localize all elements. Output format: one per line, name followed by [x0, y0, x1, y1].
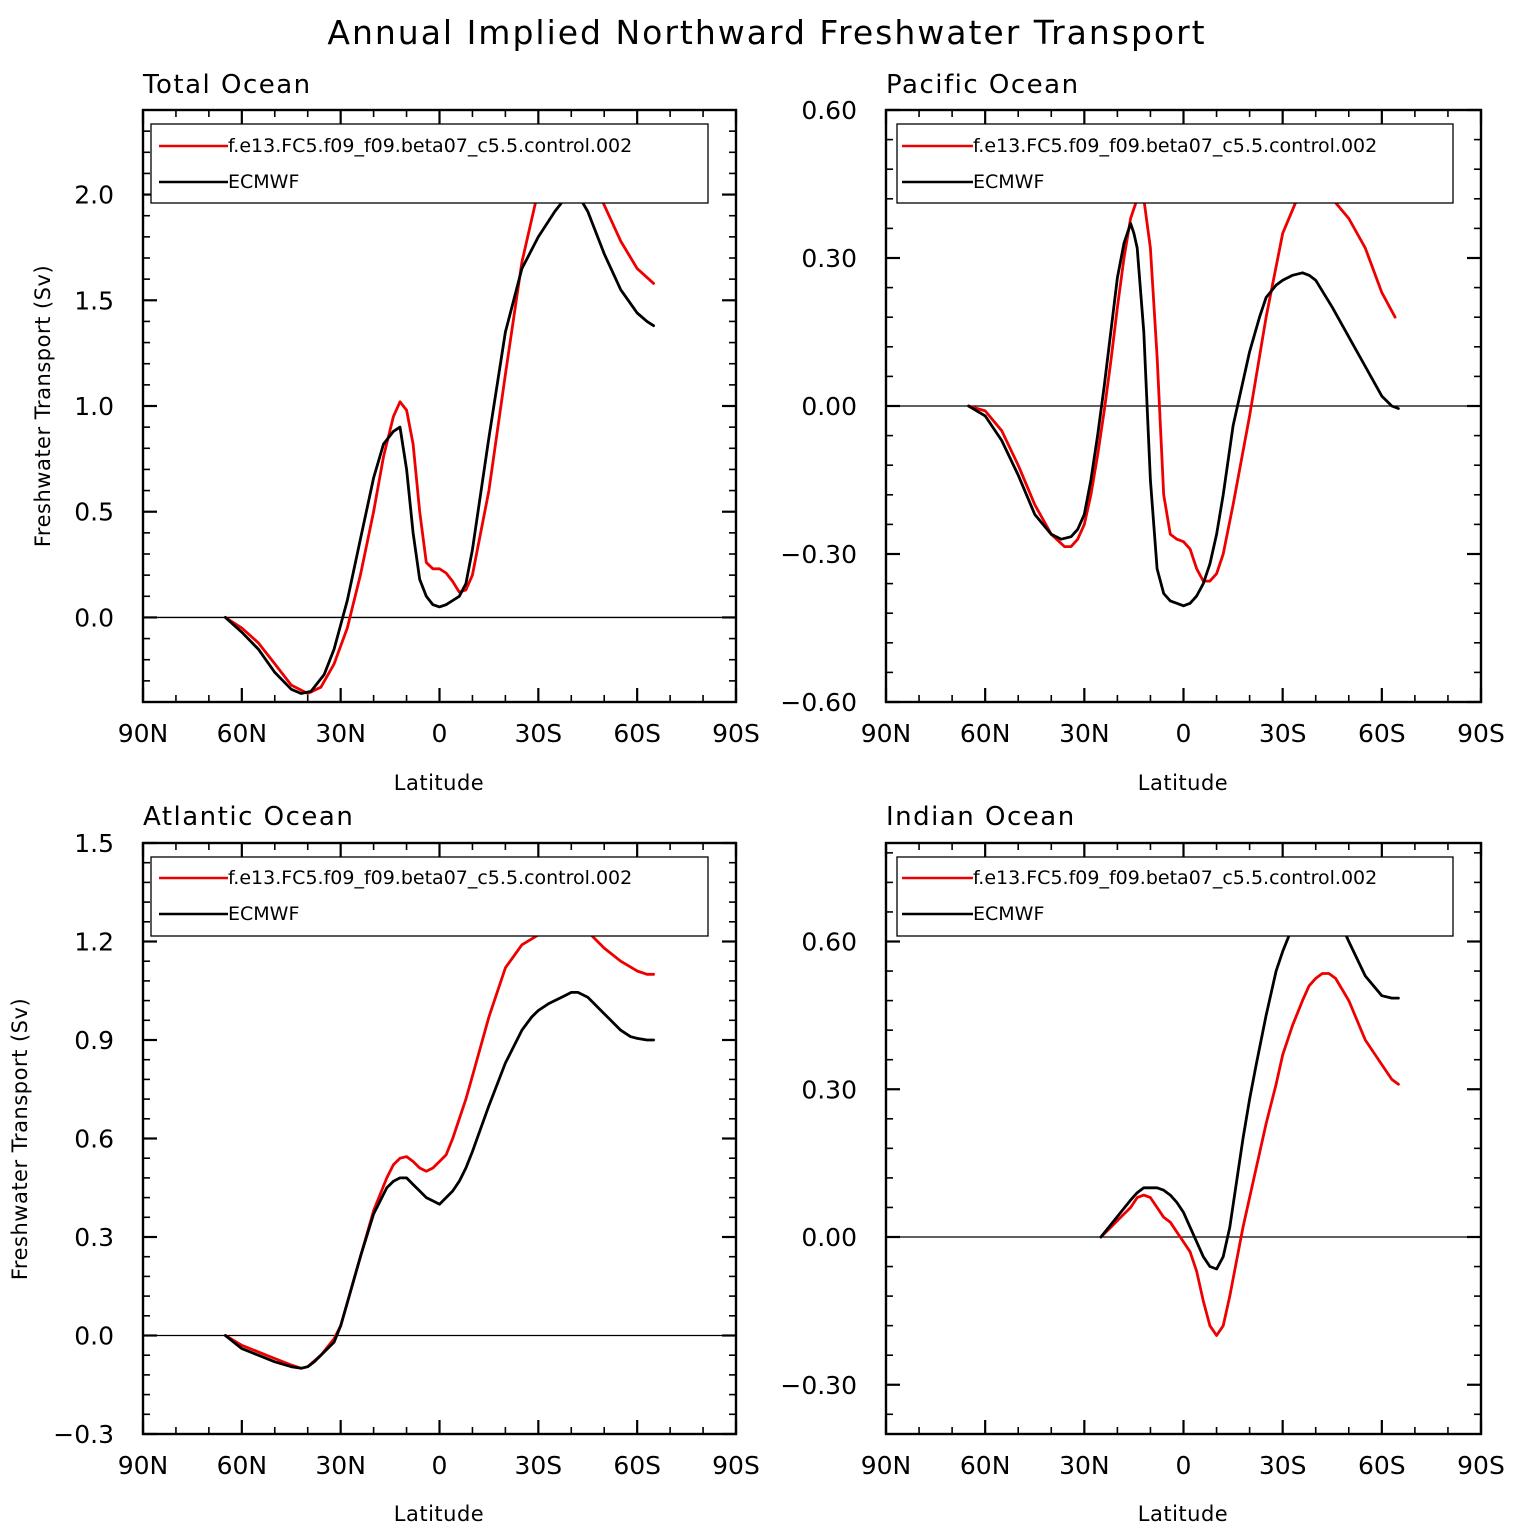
legend-box	[150, 123, 709, 204]
legend-label-obs: ECMWF	[228, 903, 299, 925]
y-tick-label: 1.5	[74, 829, 114, 858]
x-tick-label: 90N	[118, 719, 169, 748]
legend-label-model: f.e13.FC5.f09_f09.beta07_c5.5.control.00…	[228, 867, 632, 889]
y-tick-label: 0.0	[74, 603, 114, 632]
plot-frame	[884, 841, 1483, 1436]
y-tick-label: 1.2	[74, 928, 114, 957]
y-tick-label: 0.0	[74, 1322, 114, 1351]
y-tick-label: 1.5	[74, 286, 114, 315]
panel-title: Indian Ocean	[886, 802, 1076, 832]
x-tick-label: 90S	[1457, 719, 1505, 748]
y-tick-label: 0.9	[74, 1026, 114, 1055]
panel-pacific-ocean: Pacific Ocean Latitude 90N 60N 30N 0 30S 60S 9…	[780, 70, 1504, 795]
plot-lines	[141, 841, 738, 1436]
x-tick-label: 60N	[217, 719, 268, 748]
y-tick-label: 0.5	[74, 498, 114, 527]
legend-box	[150, 856, 709, 937]
x-tick-label: 30N	[1059, 1451, 1110, 1480]
legend: f.e13.FC5.f09_f09.beta07_c5.5.control.00…	[150, 856, 709, 937]
figure-title: Annual Implied Northward Freshwater Tran…	[327, 13, 1206, 52]
axis-ticks: 90N 60N 30N 0 30S 60S 90S −0.60 −0.30 0.00 0.30 0.6…	[780, 96, 1504, 748]
series-line-ecmwf	[967, 222, 1400, 608]
legend-box	[896, 856, 1454, 937]
series-line-ecmwf	[223, 991, 655, 1370]
x-tick-label: 90N	[861, 719, 912, 748]
x-tick-label: 60N	[960, 1451, 1011, 1480]
legend-label-model: f.e13.FC5.f09_f09.beta07_c5.5.control.00…	[973, 135, 1377, 157]
x-tick-label: 60S	[613, 1451, 661, 1480]
axis-ticks: 90N 60N 30N 0 30S 60S 90S −0.3 0.0 0.3 0.6 0.9 1.2 1.…	[53, 829, 760, 1480]
x-tick-label: 0	[1176, 719, 1192, 748]
legend: f.e13.FC5.f09_f09.beta07_c5.5.control.00…	[896, 856, 1454, 937]
x-tick-label: 60S	[1358, 719, 1406, 748]
x-tick-label: 30N	[315, 719, 366, 748]
y-tick-label: 0.60	[801, 928, 857, 957]
panel-atlantic-ocean: Atlantic Ocean Latitude Freshwater Trans…	[8, 802, 760, 1526]
plot-frame	[141, 108, 738, 704]
legend-label-obs: ECMWF	[973, 903, 1044, 925]
y-tick-label: −0.60	[780, 688, 857, 717]
legend-box	[896, 123, 1454, 204]
y-tick-label: 0.30	[801, 1075, 857, 1104]
x-tick-label: 60N	[960, 719, 1011, 748]
panel-title: Total Ocean	[142, 70, 312, 100]
panel-title: Pacific Ocean	[886, 70, 1080, 100]
x-tick-label: 30S	[514, 1451, 562, 1480]
x-tick-label: 0	[432, 1451, 448, 1480]
legend-label-obs: ECMWF	[228, 171, 299, 193]
panel-title: Atlantic Ocean	[143, 802, 354, 832]
x-axis-label: Latitude	[1138, 1502, 1228, 1526]
plot-frame	[141, 841, 738, 1436]
series-line-model	[1099, 972, 1400, 1337]
legend-label-model: f.e13.FC5.f09_f09.beta07_c5.5.control.00…	[228, 135, 632, 157]
plot-frame	[884, 108, 1483, 704]
x-axis-label: Latitude	[394, 771, 484, 795]
x-axis-label: Latitude	[1138, 771, 1228, 795]
x-tick-label: 0	[1176, 1451, 1192, 1480]
legend: f.e13.FC5.f09_f09.beta07_c5.5.control.00…	[896, 123, 1454, 204]
x-tick-label: 90S	[712, 1451, 760, 1480]
y-tick-label: 0.00	[801, 392, 857, 421]
x-tick-label: 90S	[1457, 1451, 1505, 1480]
y-tick-label: 1.0	[74, 392, 114, 421]
x-tick-label: 30N	[1059, 719, 1110, 748]
x-tick-label: 90N	[861, 1451, 912, 1480]
x-tick-label: 60S	[1358, 1451, 1406, 1480]
y-tick-label: 2.0	[74, 181, 114, 210]
y-tick-label: 0.30	[801, 244, 857, 273]
axis-ticks: 90N 60N 30N 0 30S 60S 90S −0.30 0.00 0.30 0.60	[780, 843, 1505, 1480]
legend-label-obs: ECMWF	[973, 171, 1044, 193]
y-tick-label: −0.30	[780, 1371, 857, 1400]
x-tick-label: 90N	[118, 1451, 169, 1480]
x-tick-label: 0	[432, 719, 448, 748]
x-tick-label: 30S	[514, 719, 562, 748]
y-tick-label: −0.30	[780, 540, 857, 569]
y-tick-label: 0.6	[74, 1125, 114, 1154]
panel-total-ocean: Total Ocean Latitude Freshwater Transpor…	[31, 70, 760, 795]
y-tick-label: 0.3	[74, 1223, 114, 1252]
legend-label-model: f.e13.FC5.f09_f09.beta07_c5.5.control.00…	[973, 867, 1377, 889]
x-axis-label: Latitude	[394, 1502, 484, 1526]
x-tick-label: 30S	[1259, 1451, 1307, 1480]
y-tick-label: −0.3	[53, 1420, 114, 1449]
panel-indian-ocean: Indian Ocean Latitude 90N 60N 30N 0 30S 60S 90…	[780, 802, 1504, 1526]
x-tick-label: 30N	[315, 1451, 366, 1480]
y-axis-label: Freshwater Transport (Sv)	[31, 265, 55, 547]
legend: f.e13.FC5.f09_f09.beta07_c5.5.control.00…	[150, 123, 709, 204]
x-tick-label: 90S	[712, 719, 760, 748]
y-tick-label: 0.60	[801, 96, 857, 125]
x-tick-label: 60S	[613, 719, 661, 748]
x-tick-label: 60N	[217, 1451, 268, 1480]
x-tick-label: 30S	[1259, 719, 1307, 748]
y-tick-label: 0.00	[801, 1223, 857, 1252]
y-axis-label: Freshwater Transport (Sv)	[8, 998, 32, 1280]
